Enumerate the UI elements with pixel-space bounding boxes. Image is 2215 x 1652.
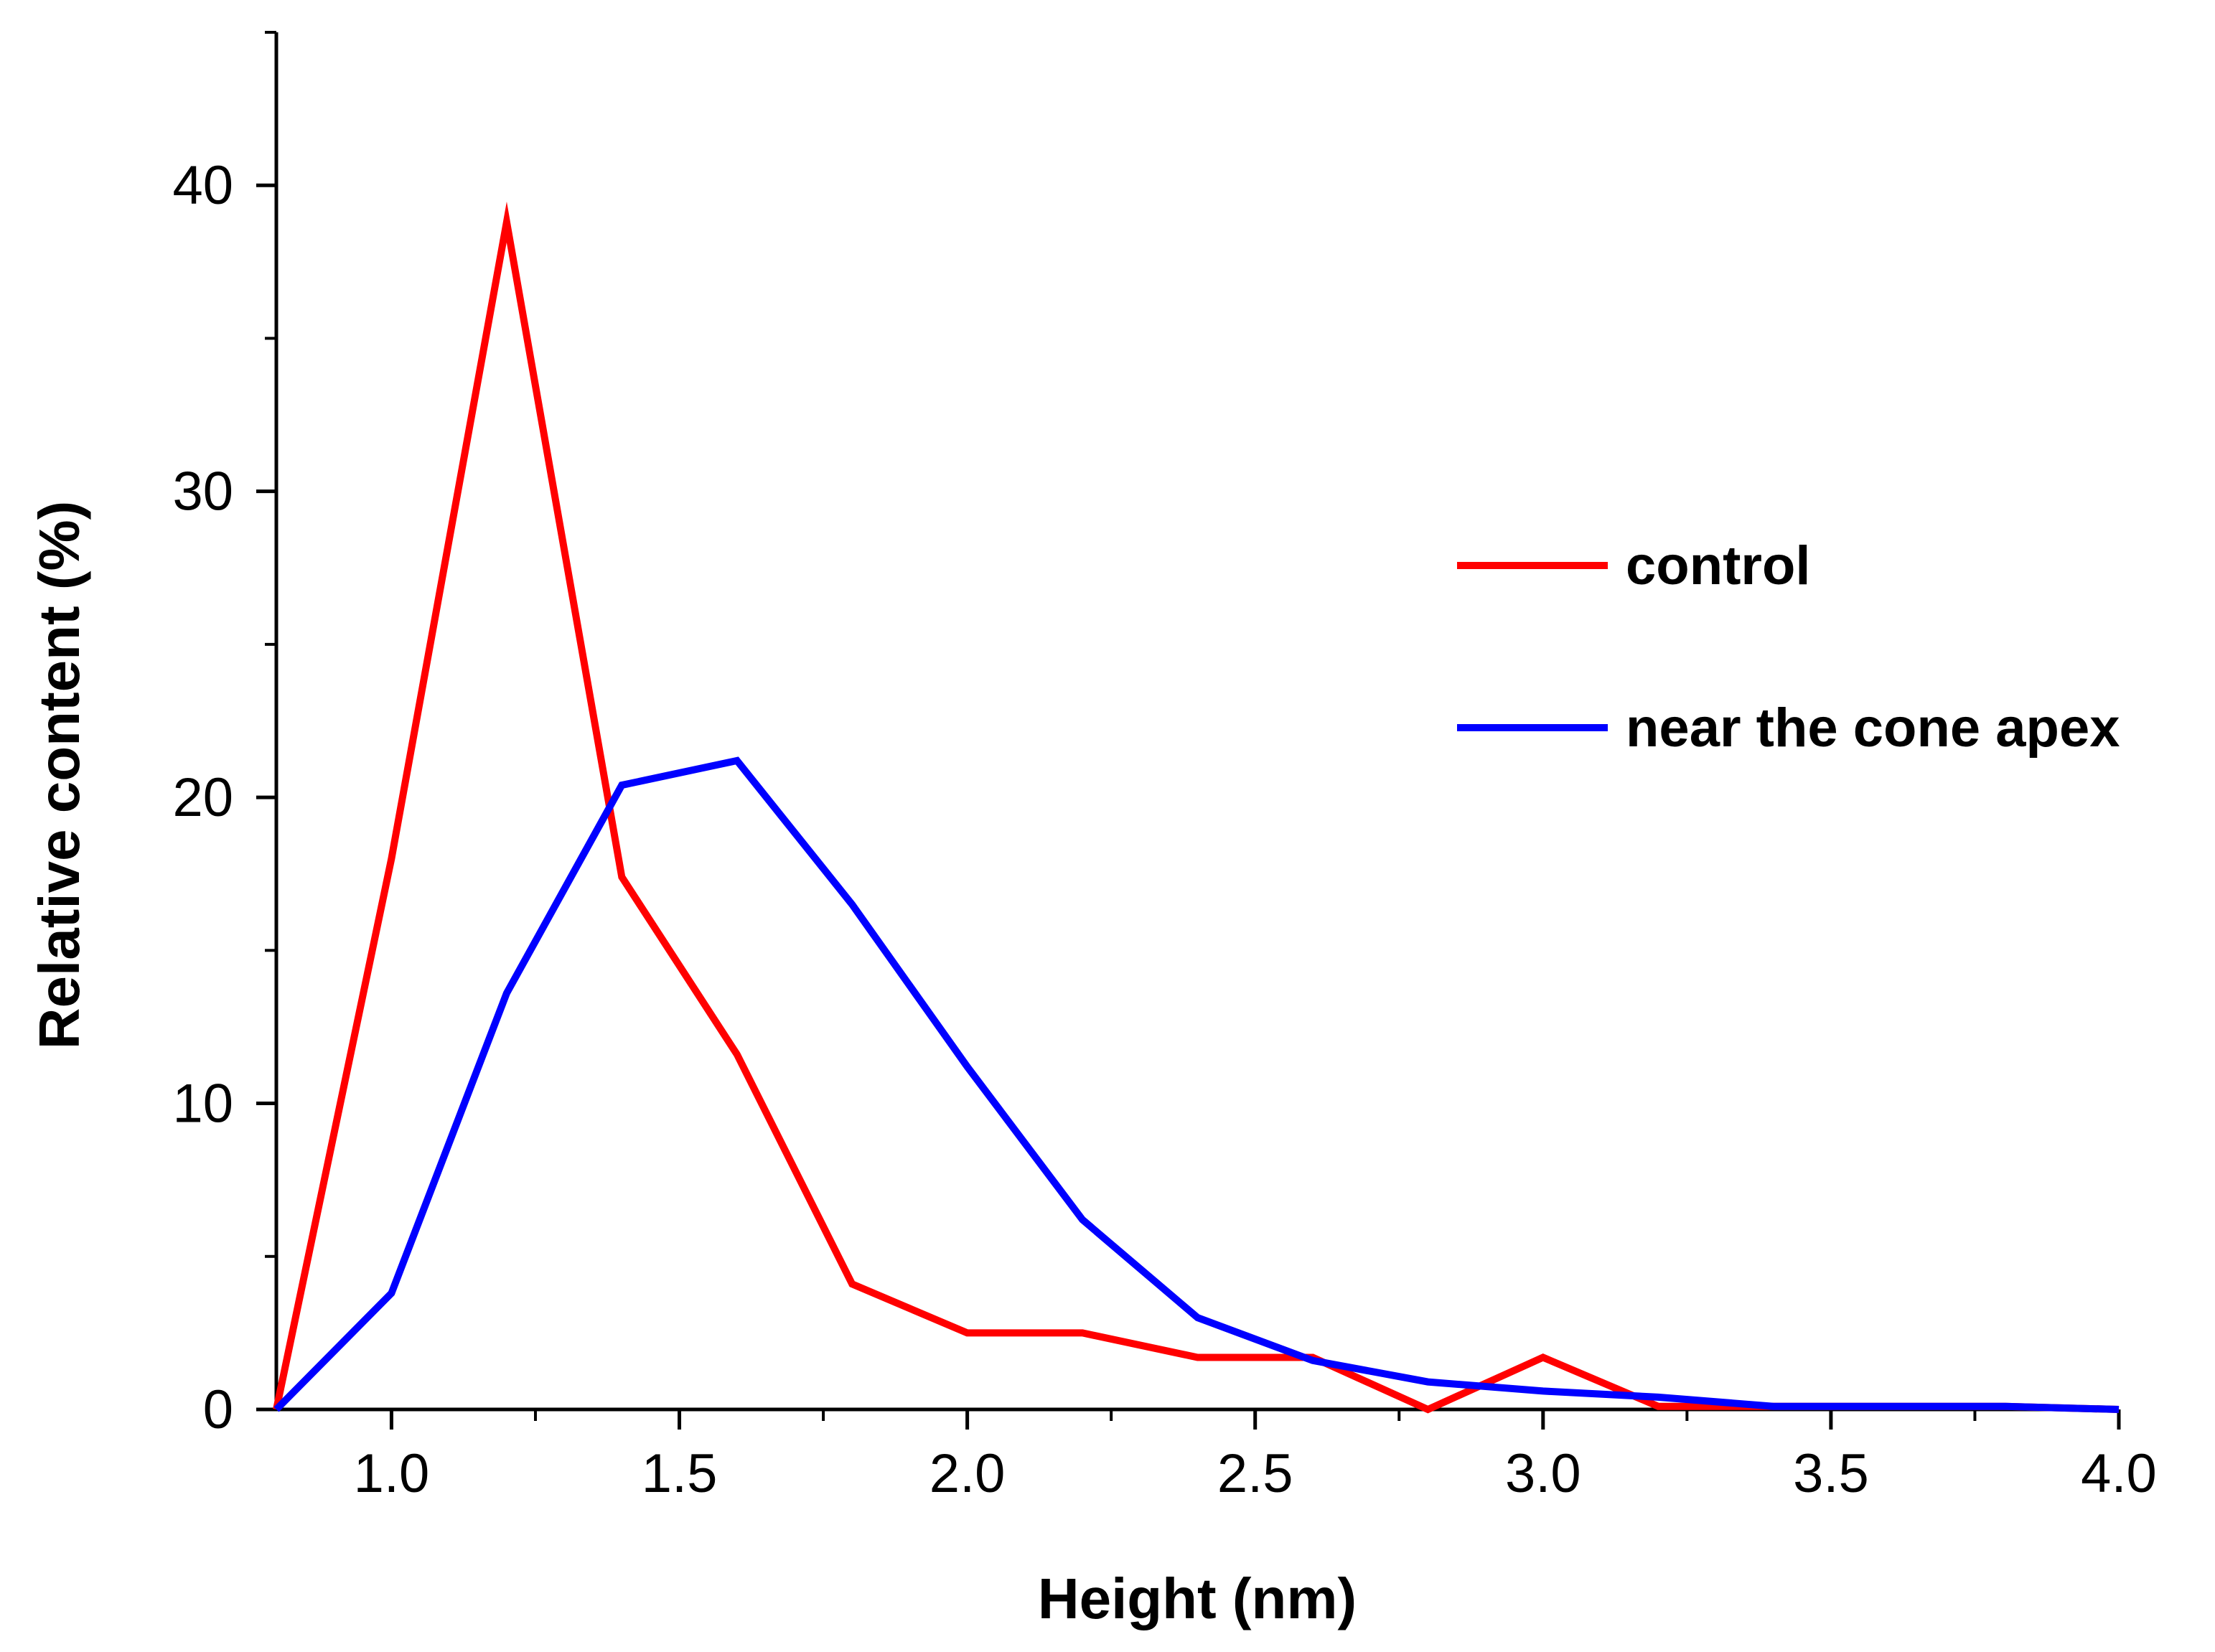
series-line-near-the-cone-apex	[273, 756, 2120, 1413]
x-tick-label: 3.0	[1505, 1443, 1581, 1504]
x-tick-label: 2.5	[1217, 1443, 1293, 1504]
legend: control near the cone apex	[1457, 535, 2120, 759]
x-tick-label: 1.5	[642, 1443, 718, 1504]
x-tick-label: 4.0	[2081, 1443, 2157, 1504]
y-tick-label: 30	[172, 461, 233, 522]
y-ticks: 0 10 20 30 40	[172, 31, 276, 1440]
x-ticks: 1.0 1.5 2.0 2.5 3.0 3.5 4.0	[354, 1409, 2157, 1504]
y-tick-label: 20	[172, 767, 233, 828]
y-tick-label: 10	[172, 1074, 233, 1135]
x-tick-label: 1.0	[354, 1443, 430, 1504]
x-tick-label: 3.5	[1793, 1443, 1869, 1504]
legend-label-control: control	[1626, 535, 1811, 596]
x-axis-title: Height (nm)	[1038, 1567, 1357, 1630]
y-tick-label: 40	[172, 155, 233, 216]
series-layer	[273, 201, 2120, 1414]
y-axis-title: Relative content (%)	[27, 501, 91, 1050]
y-tick-label: 0	[203, 1379, 233, 1440]
series-line-control	[273, 201, 2120, 1414]
legend-label-near-the-cone-apex: near the cone apex	[1626, 698, 2120, 759]
x-tick-label: 2.0	[929, 1443, 1006, 1504]
